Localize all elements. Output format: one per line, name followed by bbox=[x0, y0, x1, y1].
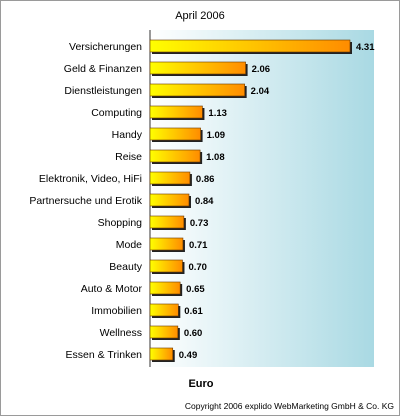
bar bbox=[149, 171, 191, 185]
bar bbox=[149, 61, 246, 75]
bar bbox=[149, 325, 179, 339]
value-label: 0.65 bbox=[186, 284, 205, 295]
bar bbox=[149, 237, 184, 251]
value-label: 0.60 bbox=[184, 328, 203, 339]
value-label: 1.13 bbox=[208, 108, 227, 119]
category-label: Versicherungen bbox=[69, 41, 142, 53]
category-label: Reise bbox=[115, 151, 142, 163]
bar bbox=[149, 127, 201, 141]
chart-title: April 2006 bbox=[175, 10, 225, 22]
bar bbox=[149, 259, 183, 273]
category-label: Mode bbox=[116, 239, 142, 251]
value-label: 0.86 bbox=[196, 174, 215, 185]
x-axis-label: Euro bbox=[188, 378, 214, 390]
category-label: Auto & Motor bbox=[81, 283, 143, 295]
category-label: Dienstleistungen bbox=[64, 85, 142, 97]
value-label: 2.06 bbox=[252, 64, 271, 75]
bar bbox=[149, 347, 174, 361]
bar bbox=[149, 83, 245, 97]
value-label: 0.73 bbox=[190, 218, 209, 229]
bar bbox=[149, 193, 190, 207]
category-label: Elektronik, Video, HiFi bbox=[39, 173, 142, 185]
category-label: Essen & Trinken bbox=[66, 349, 143, 361]
category-label: Immobilien bbox=[91, 305, 142, 317]
category-label: Geld & Finanzen bbox=[64, 63, 142, 75]
value-label: 0.71 bbox=[189, 240, 208, 251]
value-label: 0.70 bbox=[188, 262, 207, 273]
category-label: Handy bbox=[112, 129, 143, 141]
bar bbox=[149, 149, 201, 163]
value-label: 1.08 bbox=[206, 152, 225, 163]
bar bbox=[149, 39, 351, 53]
value-label: 0.84 bbox=[195, 196, 214, 207]
value-label: 1.09 bbox=[207, 130, 226, 141]
value-label: 0.61 bbox=[184, 306, 203, 317]
bar bbox=[149, 105, 203, 119]
bar bbox=[149, 281, 181, 295]
category-label: Beauty bbox=[109, 261, 142, 273]
value-label: 2.04 bbox=[251, 86, 270, 97]
category-label: Partnersuche und Erotik bbox=[29, 195, 142, 207]
category-label: Shopping bbox=[98, 217, 143, 229]
bar bbox=[149, 303, 179, 317]
value-label: 0.49 bbox=[179, 350, 198, 361]
copyright-text: Copyright 2006 explido WebMarketing GmbH… bbox=[184, 401, 394, 411]
value-label: 4.31 bbox=[356, 42, 375, 53]
bar bbox=[149, 215, 185, 229]
category-label: Wellness bbox=[100, 327, 142, 339]
category-label: Computing bbox=[91, 107, 142, 119]
